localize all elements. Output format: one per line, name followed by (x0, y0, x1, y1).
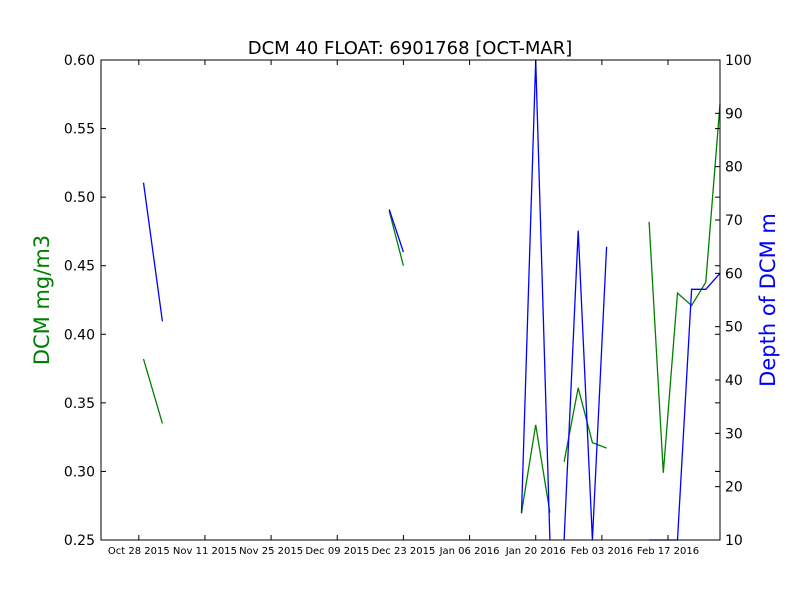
x-tick-label: Dec 09 2015 (305, 546, 369, 557)
x-tick-label: Oct 28 2015 (108, 546, 170, 557)
dcm-concentration-line-segment-0 (142, 358, 164, 424)
left-tick-label: 0.60 (64, 53, 95, 69)
left-tick-label: 0.45 (64, 259, 95, 275)
left-tick-label: 0.25 (64, 533, 95, 549)
dcm-depth-line-segment-2 (520, 59, 551, 541)
x-tick-label: Nov 11 2015 (173, 546, 237, 557)
x-tick-label: Feb 03 2016 (571, 546, 633, 557)
right-tick-label: 100 (725, 53, 752, 69)
right-tick-label: 60 (725, 266, 743, 282)
x-tick-label: Jan 06 2016 (439, 546, 500, 557)
right-tick-label: 10 (725, 533, 743, 549)
right-tick-label: 80 (725, 160, 743, 176)
right-axis-label: Depth of DCM m (756, 213, 780, 387)
dcm-concentration-line-segment-4 (648, 103, 721, 473)
plot-frame (100, 59, 721, 541)
x-tick-label: Jan 20 2016 (505, 546, 566, 557)
right-tick-label: 40 (725, 373, 743, 389)
dcm-depth-line-segment-0 (142, 182, 164, 322)
right-tick-label: 20 (725, 480, 743, 496)
x-tick-label: Nov 25 2015 (239, 546, 303, 557)
x-tick-label: Dec 23 2015 (371, 546, 435, 557)
left-tick-label: 0.30 (64, 464, 95, 480)
dcm-depth-line-segment-3 (563, 230, 608, 541)
right-tick-label: 30 (725, 426, 743, 442)
left-tick-label: 0.40 (64, 327, 95, 343)
left-tick-label: 0.55 (64, 122, 95, 138)
right-tick-label: 70 (725, 213, 743, 229)
dcm-concentration-line-segment-3 (563, 387, 607, 462)
left-tick-label: 0.35 (64, 396, 95, 412)
dcm-concentration-line-segment-1 (388, 210, 405, 266)
chart-title: DCM 40 FLOAT: 6901768 [OCT-MAR] (248, 38, 572, 59)
left-axis-label: DCM mg/m3 (30, 235, 54, 365)
dcm-concentration-line-segment-2 (520, 424, 551, 513)
x-tick-label: Feb 17 2016 (637, 546, 699, 557)
left-tick-label: 0.50 (64, 190, 95, 206)
dcm-depth-line-segment-1 (388, 209, 405, 253)
right-tick-label: 50 (725, 320, 743, 336)
right-tick-label: 90 (725, 106, 743, 122)
